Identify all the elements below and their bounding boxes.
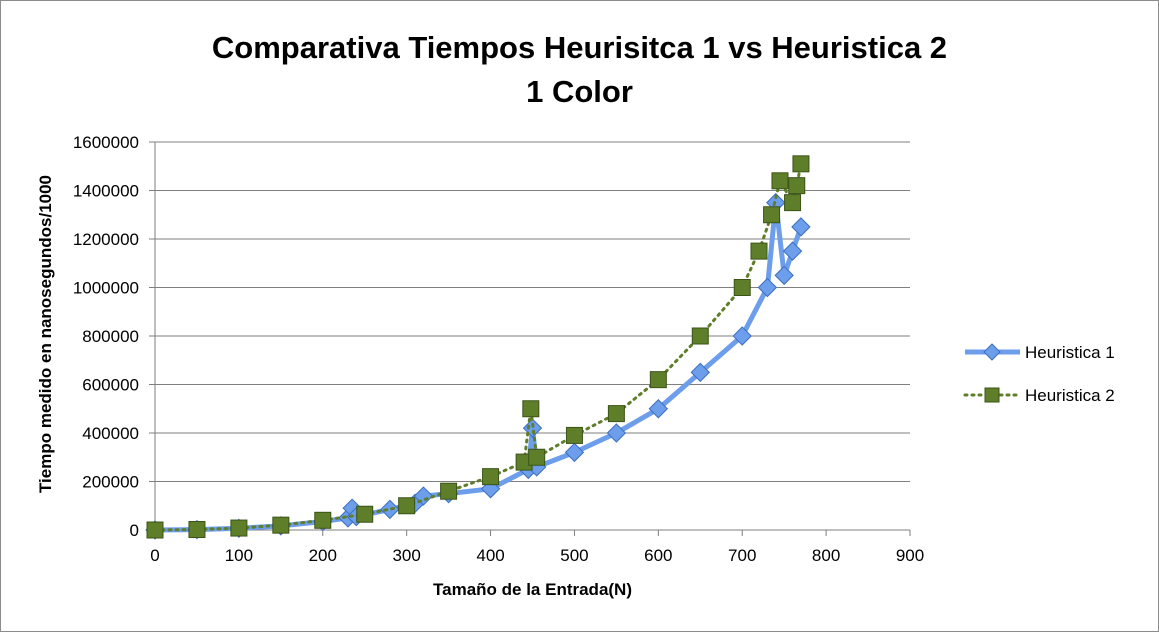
data-point-heuristica-2 xyxy=(607,405,625,423)
legend-marker-heuristica-1 xyxy=(983,343,1001,361)
data-point-heuristica-1 xyxy=(791,217,811,237)
y-tick-label: 0 xyxy=(130,521,139,540)
y-tick-label: 400000 xyxy=(82,424,139,443)
data-point-heuristica-2 xyxy=(398,497,416,515)
data-point-heuristica-1 xyxy=(564,442,585,463)
data-point-heuristica-1 xyxy=(690,362,710,383)
series-line-2 xyxy=(153,162,803,532)
x-tick-label: 0 xyxy=(150,546,159,565)
x-tick-label: 900 xyxy=(896,546,924,565)
data-point-heuristica-2 xyxy=(522,400,540,418)
y-tick-label: 1200000 xyxy=(73,230,139,249)
x-tick-label: 800 xyxy=(812,546,840,565)
data-point-heuristica-1 xyxy=(732,326,752,346)
legend-marker-heuristica-2 xyxy=(984,387,1000,403)
data-point-heuristica-2 xyxy=(272,516,290,534)
data-point-heuristica-1 xyxy=(606,423,627,443)
x-tick-label: 600 xyxy=(644,546,672,565)
data-point-heuristica-2 xyxy=(771,172,789,190)
data-point-heuristica-2 xyxy=(788,177,806,195)
legend-label-2: Heuristica 2 xyxy=(1025,386,1115,405)
data-point-heuristica-2 xyxy=(188,521,206,539)
data-point-heuristica-2 xyxy=(482,468,500,486)
x-tick-label: 100 xyxy=(225,546,253,565)
chart-title-line-1: Comparativa Tiempos Heurisitca 1 vs Heur… xyxy=(211,30,948,65)
y-tick-label: 200000 xyxy=(82,473,139,492)
x-tick-label: 400 xyxy=(476,546,504,565)
data-point-heuristica-2 xyxy=(528,448,546,466)
data-point-heuristica-2 xyxy=(314,511,332,529)
data-point-heuristica-2 xyxy=(763,206,781,224)
data-point-heuristica-2 xyxy=(146,521,164,539)
y-tick-label: 1600000 xyxy=(73,133,139,152)
data-point-heuristica-2 xyxy=(440,482,458,500)
data-point-heuristica-2 xyxy=(565,426,583,444)
data-point-heuristica-2 xyxy=(750,242,768,260)
y-tick-label: 1400000 xyxy=(73,182,139,201)
x-tick-label: 700 xyxy=(728,546,756,565)
x-tick-label: 500 xyxy=(560,546,588,565)
data-point-heuristica-1 xyxy=(648,399,669,419)
y-tick-label: 800000 xyxy=(82,327,139,346)
data-point-heuristica-2 xyxy=(784,194,802,212)
data-point-heuristica-1 xyxy=(782,241,803,261)
x-tick-label: 300 xyxy=(392,546,420,565)
chart-title-line-2: 1 Color xyxy=(526,74,633,109)
data-point-heuristica-1 xyxy=(380,499,400,520)
data-point-heuristica-2 xyxy=(691,327,709,345)
x-axis-label: Tamaño de la Entrada(N) xyxy=(433,580,632,599)
y-tick-label: 600000 xyxy=(82,376,139,395)
data-point-heuristica-1 xyxy=(774,265,794,286)
y-tick-label: 1000000 xyxy=(73,279,139,298)
data-point-heuristica-2 xyxy=(792,155,810,173)
legend-label-1: Heuristica 1 xyxy=(1025,343,1115,362)
data-point-heuristica-2 xyxy=(733,279,751,296)
x-tick-label: 200 xyxy=(309,546,337,565)
y-axis-label: Tiempo medido en nanosegundos/1000 xyxy=(36,175,55,493)
data-point-heuristica-2 xyxy=(649,371,667,389)
data-point-heuristica-1 xyxy=(757,277,778,298)
data-point-heuristica-2 xyxy=(356,505,374,523)
data-point-heuristica-2 xyxy=(230,519,248,537)
